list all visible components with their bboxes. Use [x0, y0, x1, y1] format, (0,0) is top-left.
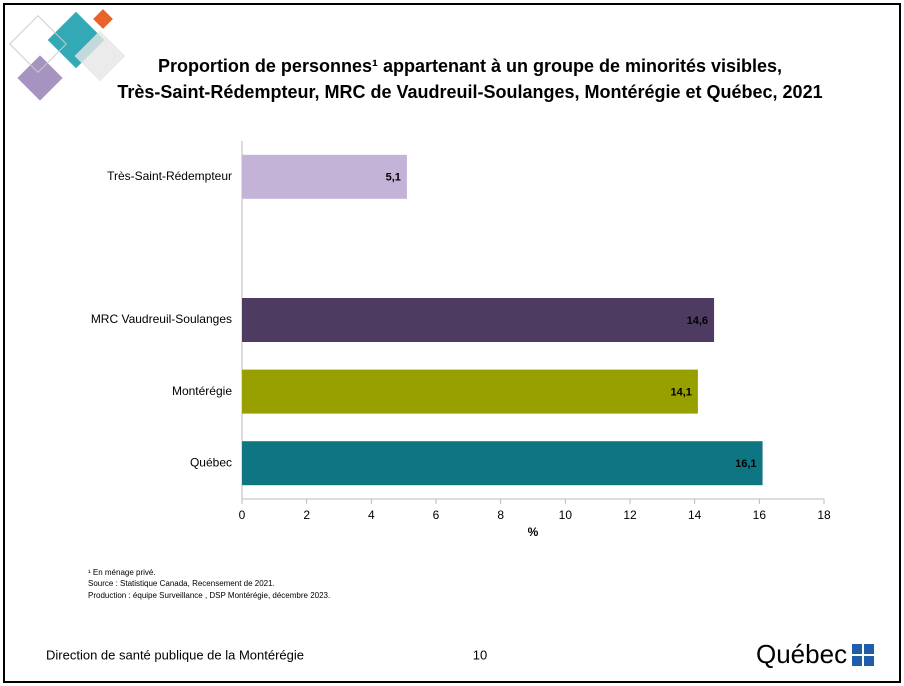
note: Production : équipe Surveillance , DSP M… — [88, 591, 330, 600]
y-tick-label: MRC Vaudreuil-Soulanges — [91, 312, 232, 326]
bar — [242, 369, 698, 414]
decor-square — [93, 9, 113, 29]
page-number: 10 — [473, 647, 487, 662]
slide-frame — [3, 3, 901, 683]
x-tick-label: 2 — [303, 508, 310, 522]
logo-text: Québec — [756, 639, 847, 669]
value-label: 16,1 — [735, 458, 756, 470]
x-tick-label: 0 — [239, 508, 246, 522]
x-tick-label: 16 — [753, 508, 767, 522]
chart-title: Très-Saint-Rédempteur, MRC de Vaudreuil-… — [117, 82, 822, 102]
bar — [242, 441, 763, 486]
value-label: 14,1 — [670, 387, 691, 399]
decor-outline — [9, 15, 67, 73]
x-tick-label: 12 — [623, 508, 637, 522]
x-tick-label: 8 — [497, 508, 504, 522]
y-tick-label: Très-Saint-Rédempteur — [107, 169, 232, 183]
y-tick-label: Montérégie — [172, 384, 232, 398]
note: ¹ En ménage privé. — [88, 568, 156, 577]
logo-square — [864, 656, 874, 666]
y-tick-label: Québec — [190, 455, 232, 469]
logo-square — [852, 644, 862, 654]
bar — [242, 298, 715, 342]
x-tick-label: 4 — [368, 508, 375, 522]
decor-square — [17, 55, 63, 101]
x-tick-label: 6 — [433, 508, 440, 522]
value-label: 14,6 — [687, 315, 708, 327]
footer-text: Direction de santé publique de la Montér… — [46, 647, 304, 662]
x-tick-label: 18 — [817, 508, 831, 522]
bar — [242, 154, 407, 199]
decor — [9, 9, 126, 101]
logo-square — [852, 656, 862, 666]
logo-square — [864, 644, 874, 654]
value-label: 5,1 — [386, 172, 401, 184]
note: Source : Statistique Canada, Recensement… — [88, 579, 275, 588]
chart-title: Proportion de personnes¹ appartenant à u… — [158, 56, 782, 76]
x-tick-label: 14 — [688, 508, 702, 522]
x-tick-label: 10 — [559, 508, 573, 522]
logo-flag — [852, 644, 874, 666]
x-axis-label: % — [528, 525, 539, 539]
decor-square — [74, 30, 126, 82]
